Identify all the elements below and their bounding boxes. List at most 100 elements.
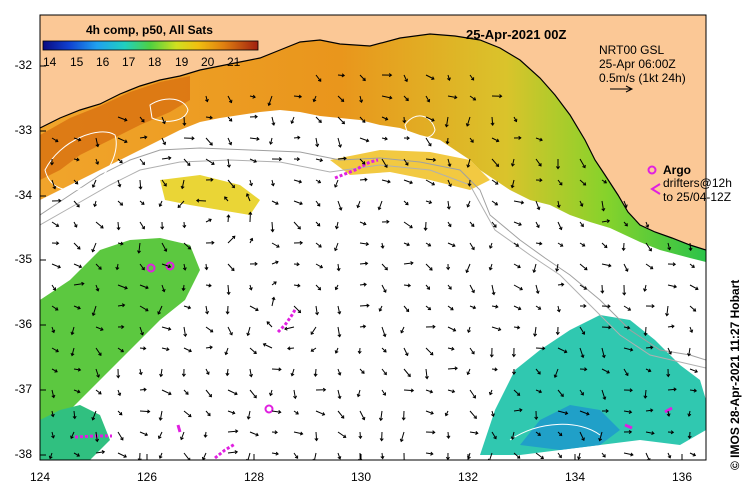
velocity-arrow-head bbox=[471, 289, 475, 294]
velocity-arrow bbox=[513, 326, 520, 329]
velocity-arrow bbox=[359, 262, 368, 265]
velocity-arrow-head bbox=[56, 241, 60, 246]
velocity-arrow bbox=[447, 74, 450, 81]
coastline bbox=[40, 33, 706, 251]
velocity-arrow-head bbox=[382, 333, 387, 338]
velocity-arrow-head bbox=[539, 178, 543, 183]
velocity-arrow-head bbox=[273, 281, 277, 285]
velocity-arrow-head bbox=[145, 307, 149, 312]
velocity-arrow bbox=[271, 261, 279, 265]
isotherm bbox=[404, 115, 436, 139]
velocity-arrow-head bbox=[448, 183, 452, 188]
velocity-arrow-head bbox=[50, 413, 55, 418]
velocity-arrow-head bbox=[540, 455, 544, 459]
velocity-arrow-head bbox=[315, 143, 320, 148]
velocity-arrow bbox=[293, 95, 302, 98]
velocity-arrow-head bbox=[255, 307, 259, 312]
velocity-arrow bbox=[623, 263, 629, 272]
velocity-arrow-head bbox=[254, 114, 258, 119]
velocity-arrow-head bbox=[691, 264, 695, 268]
velocity-arrow bbox=[249, 179, 253, 186]
velocity-arrow-head bbox=[74, 181, 79, 185]
velocity-arrow-head bbox=[137, 458, 142, 460]
velocity-arrow-head bbox=[54, 307, 59, 311]
velocity-arrow-head bbox=[317, 179, 322, 184]
velocity-arrow bbox=[159, 452, 163, 459]
velocity-arrow-head bbox=[310, 331, 314, 335]
velocity-arrow bbox=[491, 137, 499, 142]
velocity-arrow-head bbox=[245, 193, 250, 197]
velocity-arrow-head bbox=[623, 204, 628, 208]
velocity-arrow-head bbox=[510, 184, 515, 189]
velocity-arrow bbox=[73, 221, 78, 228]
velocity-arrow-head bbox=[209, 329, 214, 333]
velocity-arrow-head bbox=[57, 264, 61, 269]
velocity-arrow-head bbox=[249, 182, 253, 187]
velocity-arrow bbox=[73, 263, 82, 268]
velocity-arrow-head bbox=[54, 369, 58, 373]
velocity-arrow bbox=[337, 263, 340, 271]
velocity-arrow-head bbox=[294, 455, 299, 459]
velocity-arrow-head bbox=[384, 266, 388, 271]
colorbar bbox=[42, 40, 259, 51]
velocity-arrow-head bbox=[401, 417, 406, 421]
velocity-arrow bbox=[117, 137, 128, 143]
velocity-arrow bbox=[117, 221, 120, 230]
velocity-arrow bbox=[271, 297, 275, 307]
velocity-arrow bbox=[359, 158, 366, 165]
velocity-arrow-head bbox=[516, 392, 521, 396]
velocity-arrow-head bbox=[70, 331, 75, 336]
drifter-track bbox=[214, 442, 236, 460]
velocity-arrow-head bbox=[626, 325, 631, 330]
velocity-arrow bbox=[337, 368, 341, 376]
velocity-arrow-head bbox=[187, 246, 192, 250]
velocity-arrow-head bbox=[608, 325, 612, 330]
velocity-arrow-head bbox=[182, 224, 187, 229]
velocity-arrow bbox=[117, 200, 123, 206]
velocity-arrow-head bbox=[586, 411, 590, 416]
velocity-arrow-head bbox=[246, 416, 251, 420]
velocity-arrow-head bbox=[278, 157, 283, 162]
velocity-arrow bbox=[469, 137, 474, 143]
velocity-arrow bbox=[645, 263, 653, 270]
velocity-scale-arrow bbox=[610, 85, 634, 93]
velocity-arrow bbox=[334, 242, 339, 251]
velocity-arrow bbox=[315, 242, 322, 248]
velocity-arrow bbox=[337, 326, 341, 337]
velocity-arrow bbox=[557, 347, 567, 353]
velocity-arrow bbox=[381, 326, 386, 337]
velocity-arrow bbox=[447, 221, 452, 227]
velocity-arrow-head bbox=[77, 389, 81, 394]
velocity-arrow-head bbox=[444, 412, 449, 417]
velocity-arrow bbox=[337, 431, 346, 438]
velocity-arrow bbox=[513, 242, 519, 247]
velocity-arrow bbox=[161, 347, 169, 351]
velocity-arrow-head bbox=[497, 327, 502, 332]
velocity-arrow bbox=[249, 368, 252, 377]
velocity-arrow-head bbox=[248, 211, 253, 215]
drifter-track bbox=[624, 423, 633, 430]
velocity-arrow-head bbox=[356, 204, 361, 209]
velocity-arrow-head bbox=[537, 432, 541, 436]
velocity-arrow bbox=[337, 410, 345, 419]
velocity-arrow bbox=[293, 431, 303, 435]
velocity-arrow bbox=[557, 389, 564, 397]
velocity-arrow-head bbox=[426, 286, 431, 290]
velocity-arrow-head bbox=[445, 141, 450, 145]
sst-patch-southeast-cool bbox=[520, 405, 620, 450]
velocity-arrow-head bbox=[448, 286, 452, 290]
velocity-arrow-head bbox=[91, 312, 96, 317]
current-velocity-arrows bbox=[48, 73, 699, 460]
velocity-arrow-head bbox=[581, 437, 585, 441]
velocity-arrow-head bbox=[410, 261, 414, 266]
velocity-arrow bbox=[337, 305, 341, 314]
velocity-arrow-head bbox=[229, 332, 233, 336]
velocity-arrow bbox=[667, 388, 677, 391]
velocity-arrow bbox=[579, 221, 584, 227]
velocity-arrow bbox=[623, 410, 632, 413]
velocity-arrow-head bbox=[431, 76, 435, 80]
velocity-arrow bbox=[689, 389, 697, 392]
velocity-arrow bbox=[51, 284, 56, 291]
velocity-arrow-head bbox=[493, 224, 497, 228]
velocity-arrow-head bbox=[470, 139, 474, 143]
